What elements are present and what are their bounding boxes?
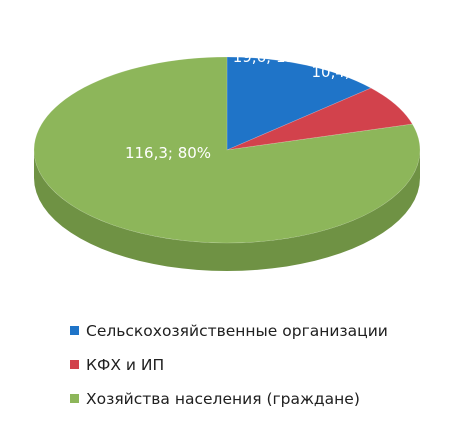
legend-label-0: Сельскохозяйственные организации [86, 322, 388, 340]
legend-label-1: КФХ и ИП [86, 356, 164, 374]
pie-slice-1 [226, 87, 413, 151]
legend-label-2: Хозяйства населения (граждане) [86, 390, 360, 408]
pie-side-walls [34, 150, 420, 271]
pie-slice-0 [226, 56, 372, 151]
pie-side-2 [34, 150, 420, 271]
data-labels: 19,6; 13%10,4; 7% 116,3; 80% [125, 48, 379, 162]
data-label-2: 116,3; 80% [125, 144, 211, 162]
pie-slice-2 [33, 56, 421, 244]
legend-swatch-2 [70, 394, 79, 403]
pie-top-faces [33, 56, 421, 244]
data-label-0: 19,6; 13% [233, 48, 310, 66]
legend-swatch-1 [70, 360, 79, 369]
legend-swatch-0 [70, 326, 79, 335]
legend: Сельскохозяйственные организации КФХ и ИП… [70, 322, 388, 408]
data-label-1: 10,4; 7% [311, 63, 378, 81]
